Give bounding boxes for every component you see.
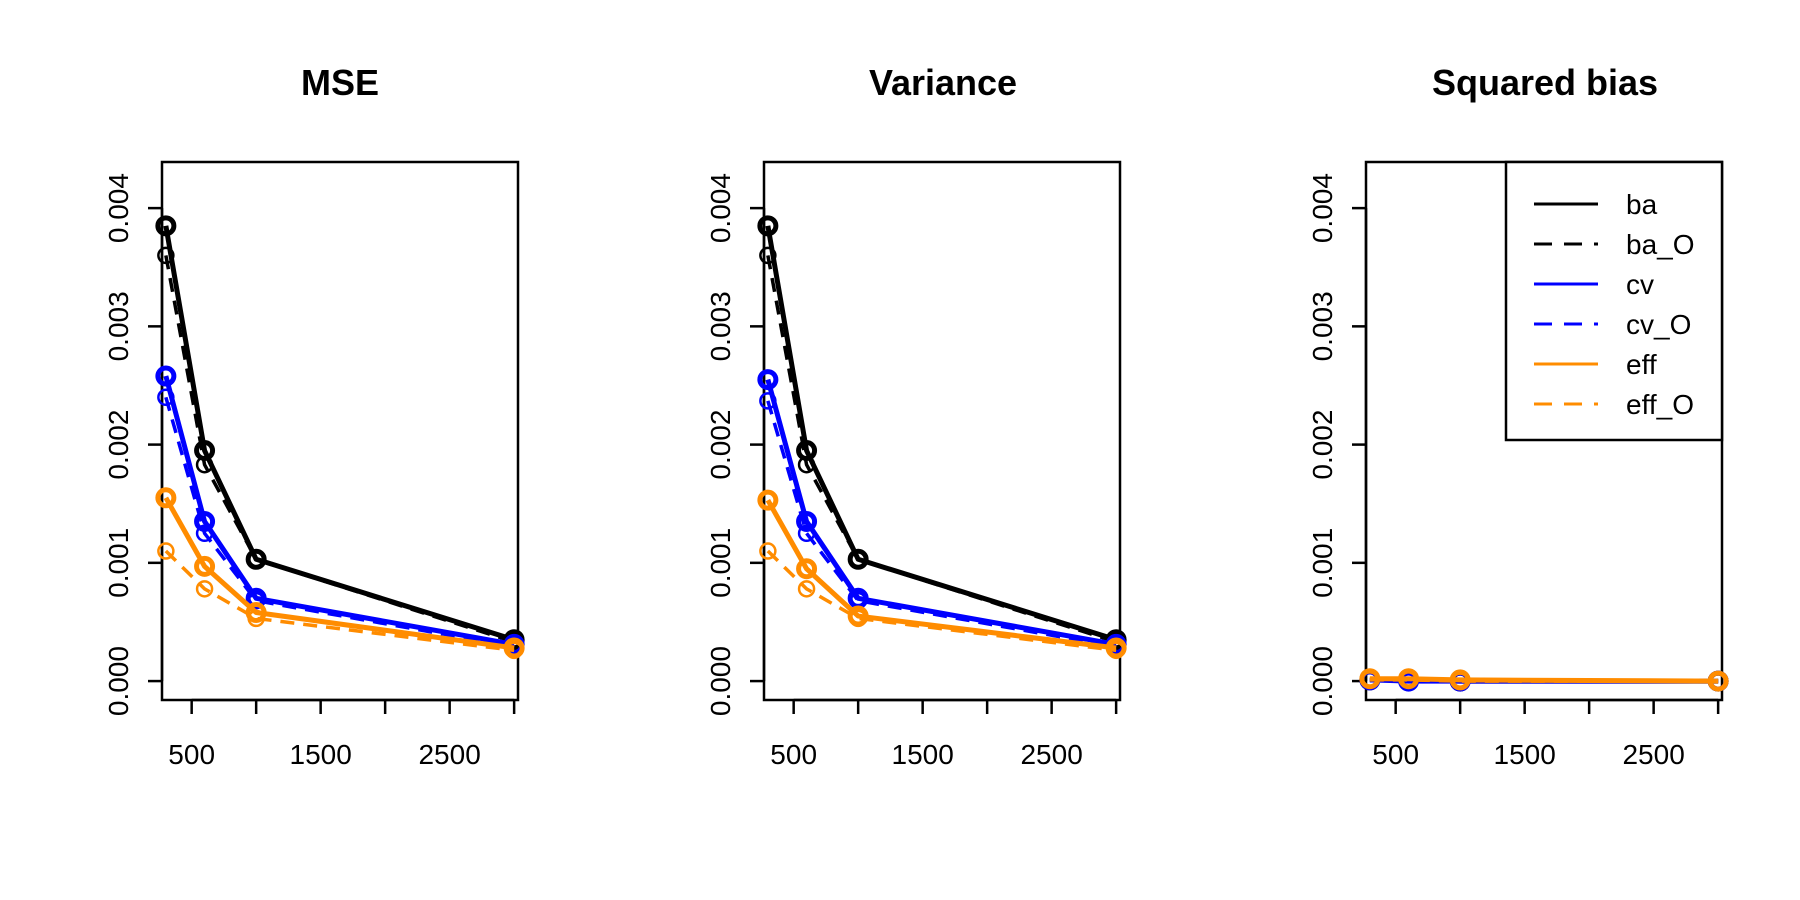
legend-label: eff: [1626, 349, 1657, 380]
data-point-ba-o: [195, 455, 214, 474]
data-point-eff-o: [759, 542, 777, 560]
y-tick-label: 0.003: [1307, 291, 1338, 361]
panel-mse: MSE 500 1500 2500 0.000 0.001 0.002 0.003 0.004: [103, 62, 525, 770]
series-line-ba: [765, 225, 1117, 643]
y-tick-label: 0.002: [705, 410, 736, 480]
data-point-eff: [194, 555, 216, 577]
series-line-cv: [765, 378, 1117, 647]
y-tick-label: 0.000: [705, 646, 736, 716]
x-tick-label: 1500: [290, 739, 352, 770]
y-tick-label: 0.002: [103, 410, 134, 480]
x-tick-label: 2500: [1622, 739, 1684, 770]
data-point-eff-o: [1709, 672, 1727, 690]
series-line-ba-o: [766, 255, 1117, 644]
data-point-eff-o: [1451, 672, 1469, 690]
data-point-eff-o: [195, 580, 214, 598]
data-point-eff-o: [157, 542, 175, 560]
y-tick-label: 0.002: [1307, 410, 1338, 480]
data-point-eff-o: [1399, 671, 1418, 689]
data-point-cv: [796, 510, 818, 532]
data-point-eff-o: [505, 641, 523, 660]
data-point-ba: [757, 215, 779, 237]
data-point-cv-o: [759, 392, 777, 410]
data-point-ba-o: [247, 550, 265, 569]
data-point-eff: [757, 489, 779, 511]
panel-variance: Variance 500 1500 2500 0.000 0.001 0.002 0.003…: [705, 62, 1127, 770]
data-point-ba: [155, 215, 177, 237]
legend-label: cv: [1626, 269, 1654, 300]
x-tick-label: 1500: [1494, 739, 1556, 770]
y-tick-label: 0.004: [705, 173, 736, 243]
series-line-ba-o: [164, 255, 515, 644]
y-tick-label: 0.004: [1307, 173, 1338, 243]
data-point-ba-o: [849, 550, 867, 569]
data-point-cv: [194, 510, 216, 532]
legend-label: ba_O: [1626, 229, 1695, 260]
x-tick-label: 1500: [892, 739, 954, 770]
series-line-cv: [163, 375, 515, 647]
data-point-cv-o: [195, 524, 214, 543]
y-tick-label: 0.003: [705, 291, 736, 361]
y-tick-label: 0.000: [1307, 646, 1338, 716]
plot-area-mse: 500 1500 2500 0.000 0.001 0.002 0.003 0.004: [103, 160, 525, 770]
legend-label: cv_O: [1626, 309, 1691, 340]
legend-box: [1504, 160, 1724, 442]
x-tick-label: 500: [168, 739, 215, 770]
data-point-ba-o: [797, 455, 816, 474]
panel-squared-bias: Squared bias 500 1500 2500 0.000 0.001 0.002 0…: [1307, 62, 1729, 770]
data-point-eff-o: [797, 580, 816, 598]
data-point-ba: [194, 440, 216, 462]
panel-title-mse: MSE: [301, 62, 379, 103]
x-tick-label: 500: [770, 739, 817, 770]
data-point-ba-o: [759, 246, 777, 265]
plot-frame: [160, 160, 520, 702]
data-point-eff-o: [849, 609, 867, 628]
series-line-eff-o: [164, 549, 515, 653]
y-tick-label: 0.003: [103, 291, 134, 361]
y-tick-label: 0.004: [103, 173, 134, 243]
data-point-cv-o: [247, 591, 265, 610]
plot-area-variance: 500 1500 2500 0.000 0.001 0.002 0.003 0.004: [705, 160, 1127, 770]
data-point-ba: [796, 440, 818, 462]
data-point-eff-o: [1361, 671, 1379, 689]
plot-frame: [762, 160, 1122, 702]
data-point-cv: [757, 369, 779, 391]
data-point-ba-o: [157, 246, 175, 265]
data-point-eff: [155, 487, 177, 509]
y-tick-label: 0.001: [103, 528, 134, 598]
data-point-eff-o: [247, 609, 265, 628]
data-point-eff: [796, 558, 818, 580]
x-tick-label: 2500: [1020, 739, 1082, 770]
panel-title-variance: Variance: [869, 62, 1017, 103]
data-point-eff-o: [1107, 641, 1125, 660]
y-tick-label: 0.001: [1307, 528, 1338, 598]
series-line-cv-o: [164, 396, 515, 649]
series-line-eff: [765, 498, 1117, 651]
data-point-cv-o: [157, 388, 175, 407]
series-line-cv-o: [766, 400, 1117, 649]
y-tick-label: 0.001: [705, 528, 736, 598]
x-tick-label: 500: [1372, 739, 1419, 770]
series-line-ba: [163, 225, 515, 643]
legend-label: eff_O: [1626, 389, 1694, 420]
x-tick-label: 2500: [418, 739, 480, 770]
series-line-eff-o: [766, 549, 1117, 653]
series-line-eff: [163, 496, 515, 651]
legend-label: ba: [1626, 189, 1658, 220]
data-point-cv-o: [797, 524, 816, 543]
y-tick-label: 0.000: [103, 646, 134, 716]
data-point-cv: [155, 365, 177, 387]
panel-title-squared-bias: Squared bias: [1432, 62, 1658, 103]
series-line-eff-o: [1369, 678, 1719, 683]
